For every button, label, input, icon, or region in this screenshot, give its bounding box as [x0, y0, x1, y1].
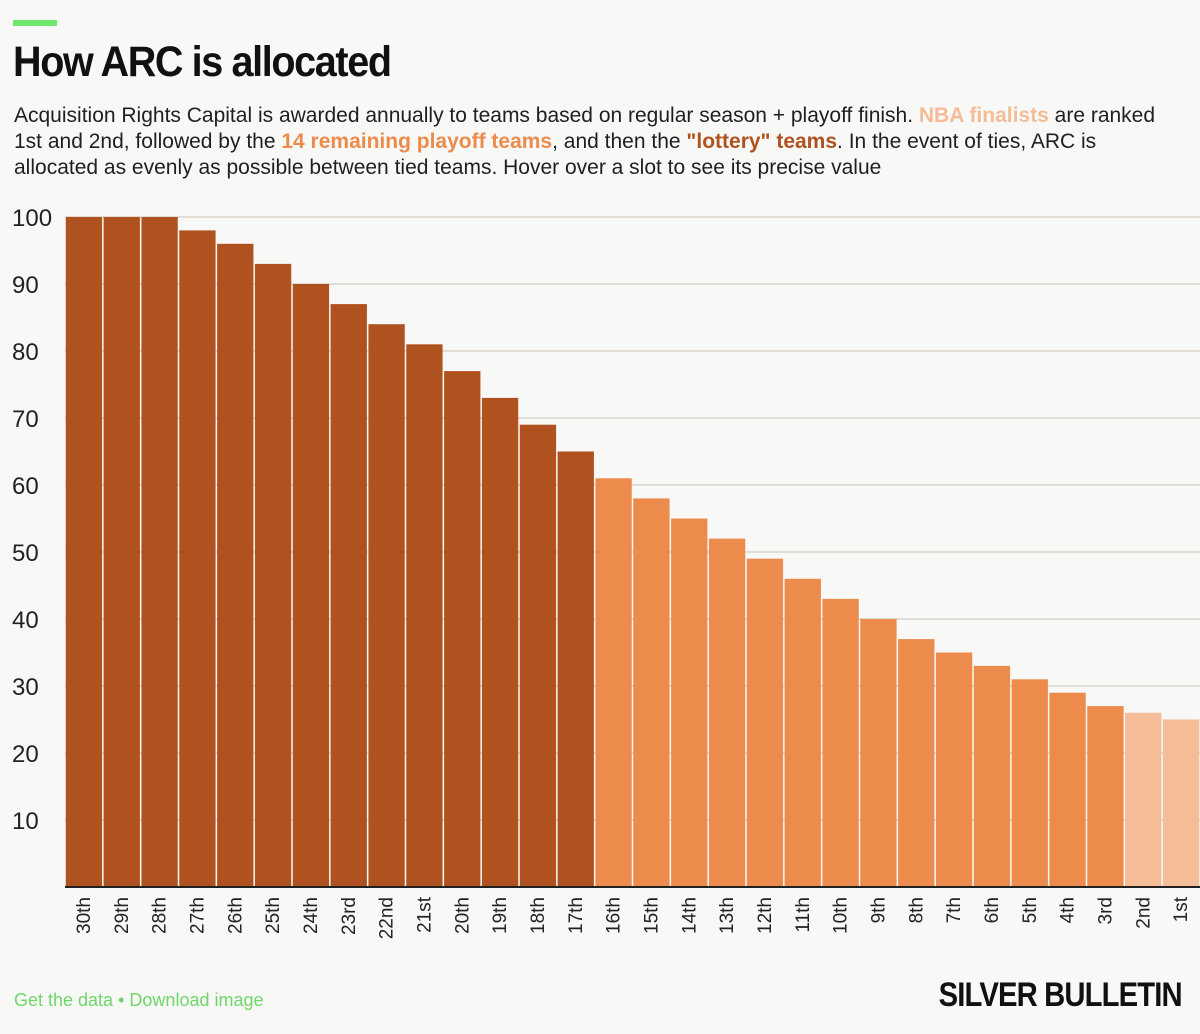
accent-bar	[13, 20, 57, 26]
x-tick-label: 1st	[1171, 896, 1192, 922]
subtitle-text: , and then the	[552, 130, 687, 153]
download-image-link[interactable]: Download image	[129, 990, 264, 1010]
x-tick-label: 28th	[150, 897, 171, 934]
x-tick-label: 15th	[641, 897, 662, 934]
y-tick-label: 80	[12, 339, 39, 366]
x-tick-label: 22nd	[377, 897, 398, 939]
y-axis: 10 20 30 40 50 60 70 80 90 100	[12, 205, 52, 835]
x-tick-label: 26th	[225, 897, 246, 934]
x-tick-label: 29th	[112, 897, 133, 934]
x-tick-label: 4th	[1058, 897, 1079, 923]
bar-22nd[interactable]: 22nd: 84	[368, 324, 405, 887]
bar-28th[interactable]: 28th: 100	[141, 217, 178, 887]
bar-16th[interactable]: 16th: 61	[595, 478, 632, 887]
bar-10th[interactable]: 10th: 43	[822, 598, 859, 887]
bar-12th[interactable]: 12th: 49	[746, 558, 784, 887]
y-tick-label: 70	[12, 406, 39, 433]
grid-lines	[65, 216, 1200, 821]
x-tick-label: 3rd	[1095, 897, 1116, 924]
bar-chart: 10 20 30 40 50 60 70 80 90 100 30th: 10029th: 100…	[12, 205, 1200, 939]
legend-playoff: 14 remaining playoff teams	[281, 130, 553, 153]
bar-26th[interactable]: 26th: 96	[217, 243, 254, 888]
x-tick-label: 24th	[301, 897, 322, 934]
legend-finalists: NBA finalists	[918, 104, 1049, 127]
bar-1st[interactable]: 1st: 25	[1162, 719, 1200, 888]
x-tick-label: 27th	[187, 897, 208, 934]
x-tick-label: 6th	[982, 897, 1003, 923]
bar-27th[interactable]: 27th: 98	[179, 230, 216, 887]
x-tick-label: 18th	[528, 897, 549, 934]
x-tick-label: 14th	[679, 897, 700, 934]
bar-17th[interactable]: 17th: 65	[557, 451, 594, 888]
chart-title: How ARC is allocated	[13, 38, 392, 86]
bar-15th[interactable]: 15th: 58	[633, 498, 670, 887]
x-tick-label: 23rd	[339, 897, 360, 935]
x-tick-label: 12th	[755, 897, 776, 934]
bar-21st[interactable]: 21st: 81	[406, 344, 443, 887]
x-tick-label: 30th	[74, 897, 95, 934]
bar-8th[interactable]: 8th: 37	[898, 639, 935, 887]
bar-4th[interactable]: 4th: 29	[1049, 692, 1086, 887]
subtitle-text: . In the event of ties, ARC is allocated…	[14, 130, 1097, 179]
bar-23rd[interactable]: 23rd: 87	[330, 304, 367, 888]
x-tick-label: 2nd	[1133, 897, 1154, 929]
x-tick-label: 10th	[831, 897, 852, 934]
bar-29th[interactable]: 29th: 100	[103, 217, 140, 887]
get-data-link[interactable]: Get the data	[14, 990, 114, 1010]
bar-11th[interactable]: 11th: 46	[784, 578, 821, 887]
x-tick-label: 5th	[1020, 897, 1041, 923]
chart-subtitle: Acquisition Rights Capital is awarded an…	[14, 103, 1186, 181]
bar-7th[interactable]: 7th: 35	[935, 652, 973, 888]
bar-14th[interactable]: 14th: 55	[671, 518, 708, 888]
y-tick-label: 50	[12, 540, 39, 567]
bar-13th[interactable]: 13th: 52	[708, 538, 746, 887]
bar-20th[interactable]: 20th: 77	[444, 371, 481, 888]
x-tick-label: 16th	[604, 897, 625, 934]
bar-9th[interactable]: 9th: 40	[860, 619, 897, 887]
footer-separator: •	[118, 990, 125, 1010]
bar-24th[interactable]: 24th: 90	[292, 284, 330, 887]
y-tick-label: 100	[12, 205, 52, 232]
x-tick-label: 8th	[906, 897, 927, 923]
bar-5th[interactable]: 5th: 31	[1011, 679, 1048, 887]
x-tick-label: 20th	[452, 897, 473, 934]
x-tick-label: 21st	[414, 896, 435, 933]
x-tick-label: 11th	[793, 897, 814, 933]
y-tick-label: 40	[12, 607, 39, 634]
subtitle-text: are ranked 1st and 2nd, followed by the	[14, 104, 1156, 153]
footer-links: Get the data • Download image	[14, 990, 264, 1011]
bar-6th[interactable]: 6th: 33	[973, 665, 1011, 887]
x-tick-label: 25th	[263, 897, 284, 934]
bar-3rd[interactable]: 3rd: 27	[1087, 706, 1124, 887]
x-tick-label: 17th	[566, 897, 587, 934]
y-tick-label: 60	[12, 473, 39, 500]
x-tick-label: 9th	[868, 897, 889, 923]
x-tick-label: 13th	[717, 897, 738, 934]
x-tick-label: 7th	[944, 897, 965, 923]
y-tick-label: 30	[12, 674, 39, 701]
bars: 30th: 10029th: 10028th: 10027th: 9826th:…	[65, 217, 1200, 888]
y-tick-label: 90	[12, 272, 39, 299]
subtitle-text: Acquisition Rights Capital is awarded an…	[14, 104, 919, 127]
y-tick-label: 10	[12, 808, 39, 835]
legend-lottery: "lottery" teams	[686, 130, 838, 153]
bar-2nd[interactable]: 2nd: 26	[1125, 712, 1162, 887]
bar-19th[interactable]: 19th: 73	[481, 397, 519, 887]
x-tick-label: 19th	[490, 897, 511, 934]
brand-logo: SILVER BULLETIN	[938, 976, 1183, 1014]
bar-25th[interactable]: 25th: 93	[254, 263, 292, 887]
bar-30th[interactable]: 30th: 100	[65, 217, 103, 887]
bar-18th[interactable]: 18th: 69	[519, 424, 557, 887]
y-tick-label: 20	[12, 741, 39, 768]
x-axis: 30th 29th 28th 27th 26th 25th 24th 23rd 22nd 21st…	[65, 886, 1200, 939]
